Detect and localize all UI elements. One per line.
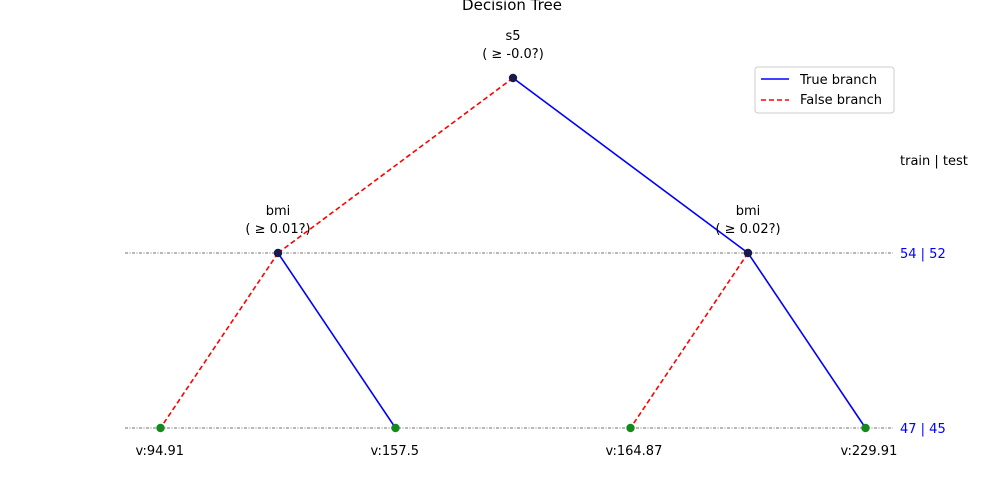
split-node-marker <box>273 248 283 258</box>
leaf-value-label: v:94.91 <box>136 444 185 459</box>
split-condition-label: ( ≥ 0.02?) <box>715 222 780 237</box>
split-feature-label: bmi <box>266 204 291 219</box>
legend-false-label: False branch <box>800 93 882 108</box>
leaf-node-marker <box>156 423 165 433</box>
node-labels: s5 ( ≥ -0.0?) bmi ( ≥ 0.01?) bmi ( ≥ 0.02?) v:… <box>136 29 898 459</box>
false-branch-edge <box>277 77 514 254</box>
split-condition-label: ( ≥ -0.0?) <box>482 47 544 62</box>
leaf-node-marker <box>391 423 400 433</box>
split-node-marker <box>743 248 753 258</box>
leaf-value-label: v:164.87 <box>606 444 663 459</box>
false-branch-edge <box>629 252 749 429</box>
level-guides: 54 | 52 47 | 45 <box>125 247 946 437</box>
leaf-node-marker <box>626 423 635 433</box>
leaf-node-marker <box>861 423 870 433</box>
split-feature-label: bmi <box>736 204 761 219</box>
split-node-marker <box>508 73 518 83</box>
true-branch-edge <box>277 252 397 429</box>
split-feature-label: s5 <box>505 29 520 44</box>
level-count-label: 47 | 45 <box>900 422 946 437</box>
legend: True branch False branch <box>754 66 895 114</box>
legend-frame <box>754 66 895 114</box>
leaf-value-label: v:157.5 <box>371 444 420 459</box>
true-branch-edge <box>512 77 749 254</box>
leaf-value-label: v:229.91 <box>841 444 898 459</box>
tree-edges <box>159 77 867 429</box>
false-branch-edge <box>159 252 279 429</box>
true-branch-edge <box>747 252 867 429</box>
train-test-header: train | test <box>900 154 968 169</box>
level-count-label: 54 | 52 <box>900 247 946 262</box>
chart-title: Decision Tree <box>462 0 562 14</box>
tree-nodes <box>156 73 870 433</box>
split-condition-label: ( ≥ 0.01?) <box>245 222 310 237</box>
legend-true-label: True branch <box>799 73 877 88</box>
